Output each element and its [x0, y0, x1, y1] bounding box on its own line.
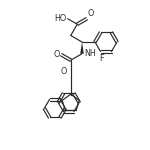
Text: O: O: [54, 50, 60, 59]
Polygon shape: [80, 42, 84, 54]
Text: F: F: [99, 54, 104, 63]
Text: O: O: [60, 67, 67, 76]
Text: NH: NH: [84, 49, 96, 58]
Text: O: O: [87, 9, 94, 18]
Text: HO: HO: [54, 14, 67, 23]
